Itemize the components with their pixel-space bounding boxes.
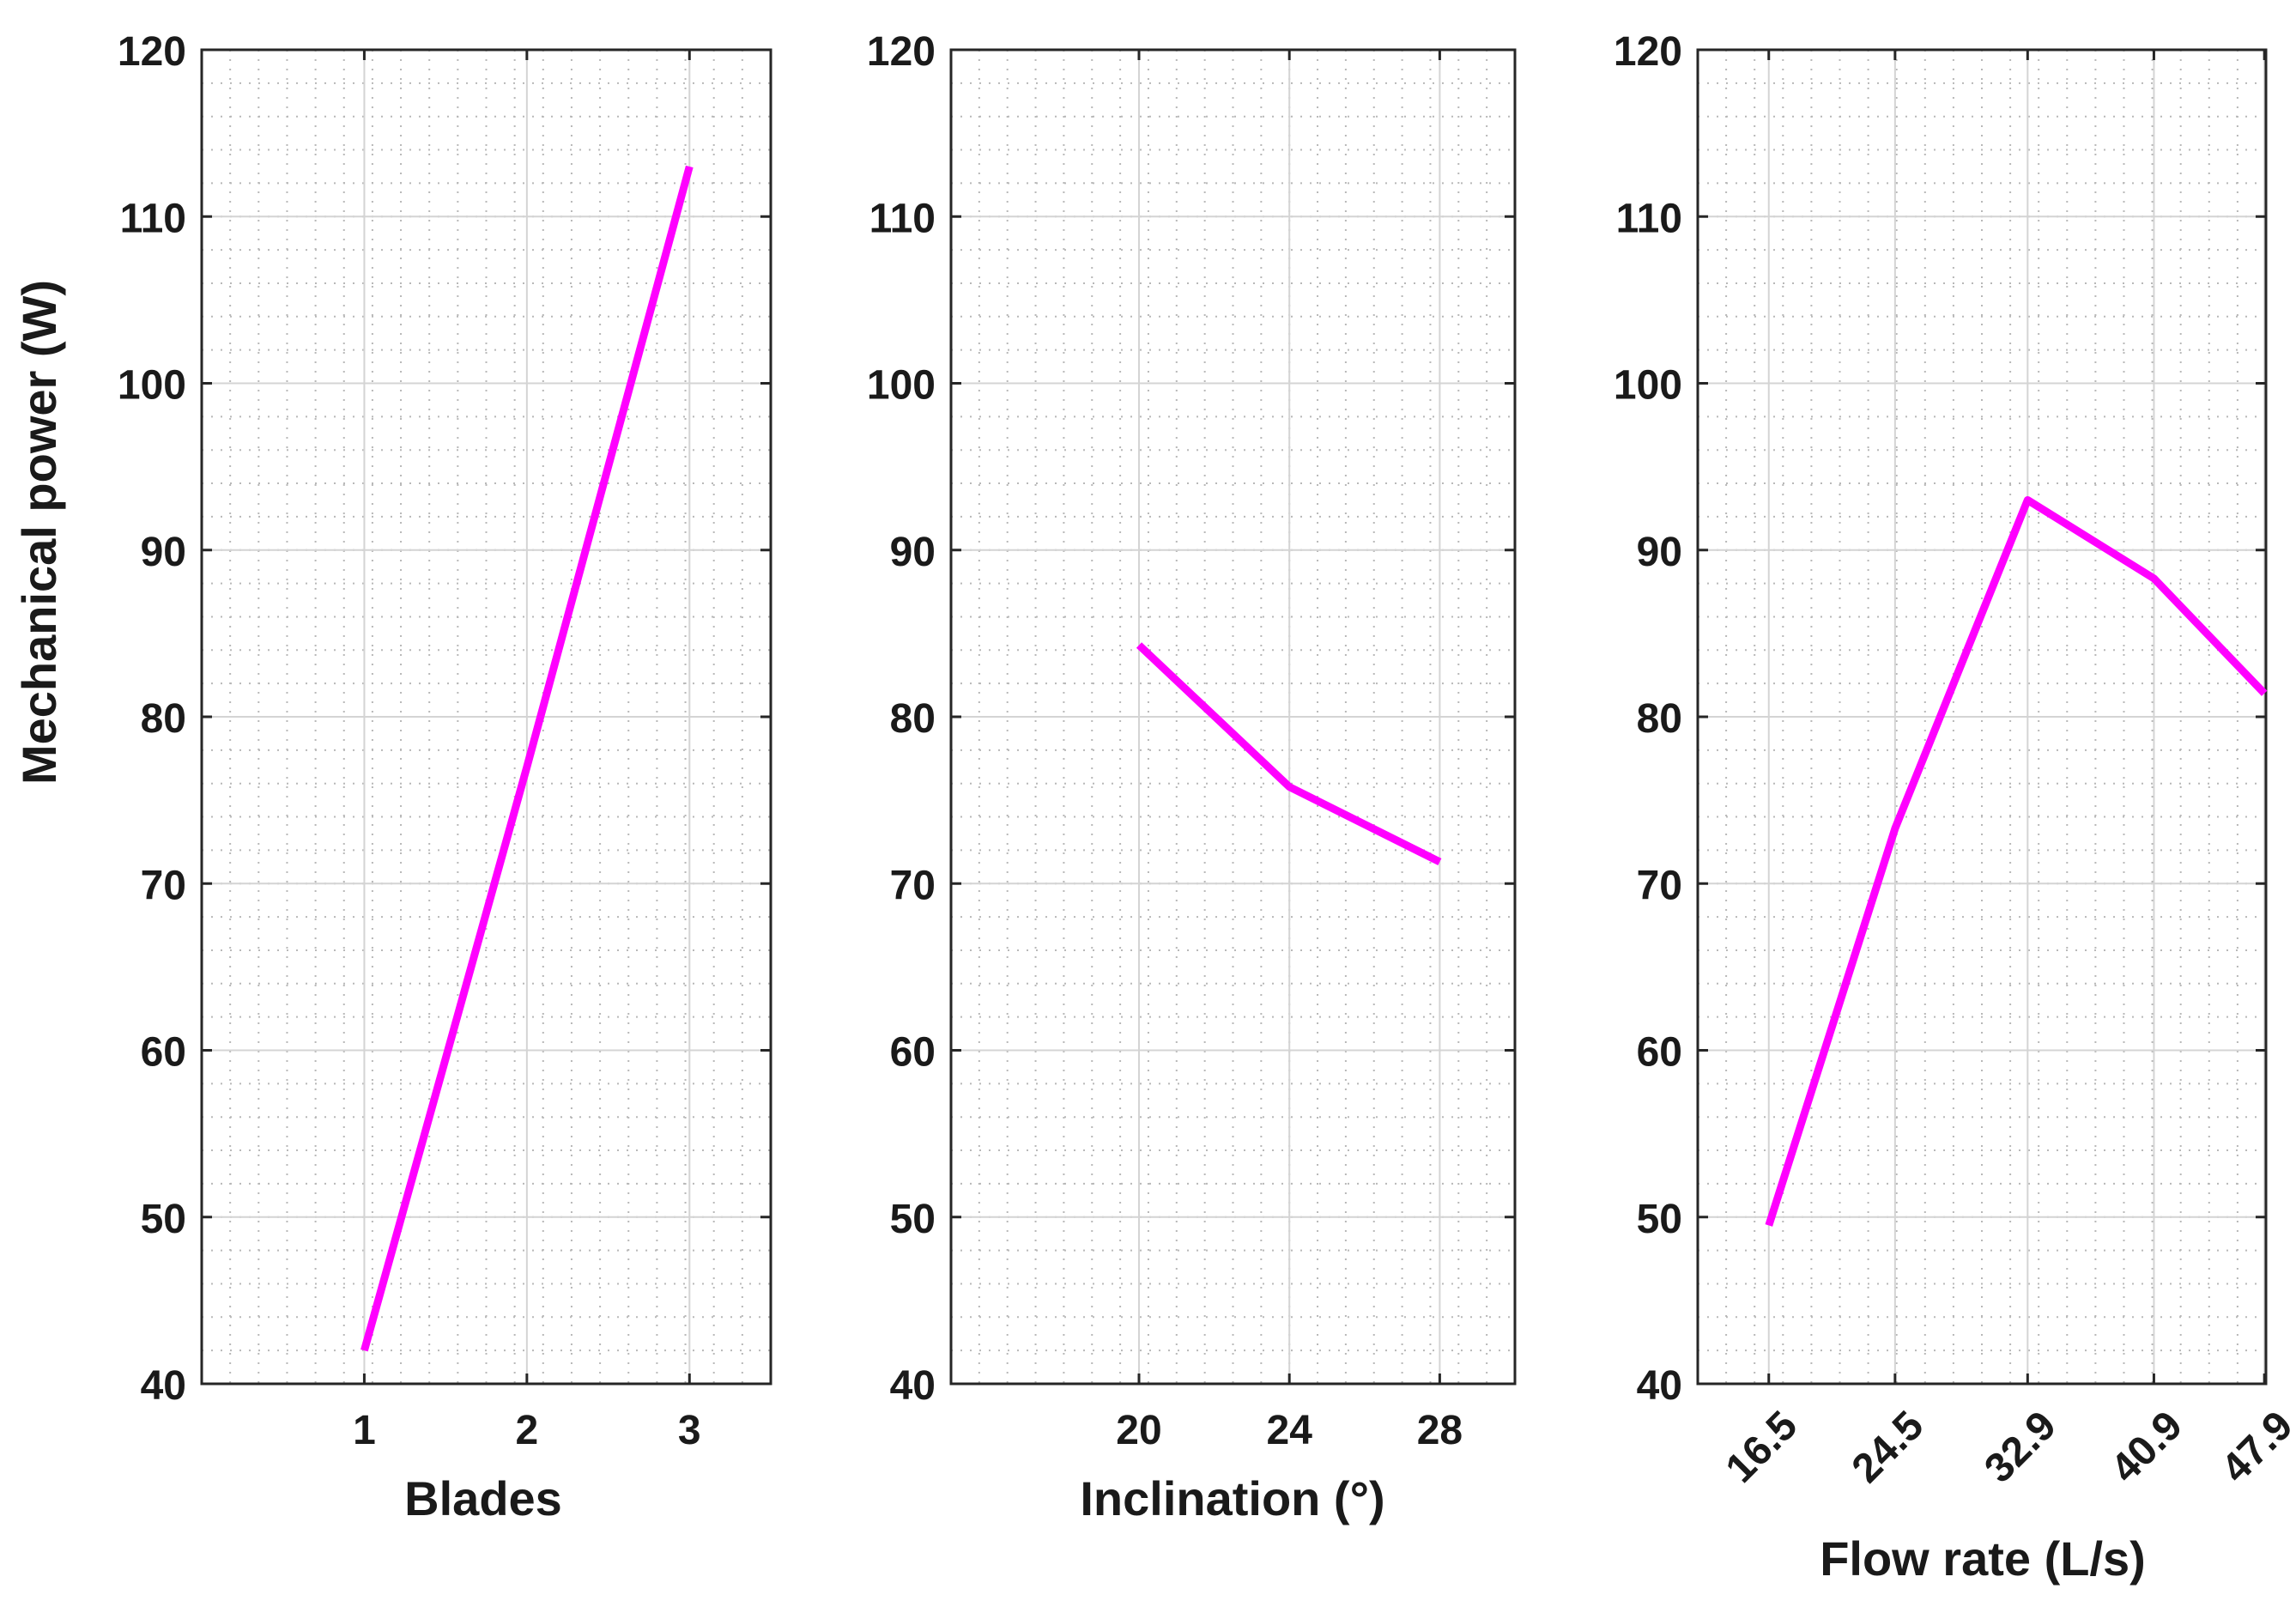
flow-rate-panel-y-tick-label: 40: [1637, 1363, 1682, 1409]
blades-panel-y-tick-label: 50: [141, 1197, 186, 1242]
inclination-panel-series-line: [1136, 642, 1442, 866]
blades-panel-x-tick-label: 2: [516, 1408, 539, 1453]
inclination-panel-y-tick-label: 120: [867, 29, 936, 75]
flow-rate-panel-y-tick-label: 70: [1637, 863, 1682, 908]
blades-panel-x-tick-label: 1: [353, 1408, 376, 1453]
inclination-panel-y-tick-label: 90: [890, 530, 936, 575]
inclination-panel-y-tick-label: 50: [890, 1197, 936, 1242]
flow-rate-panel-series-line: [1765, 496, 2268, 1227]
flow-rate-panel-y-tick-label: 120: [1614, 29, 1682, 75]
flow-rate-panel: Flow rate (L/s) 40506070809010011012016.…: [1614, 29, 2296, 1586]
inclination-panel-y-tick-label: 80: [890, 696, 936, 742]
blades-panel-y-tick-label: 80: [141, 696, 186, 742]
inclination-panel-x-tick-label: 24: [1267, 1408, 1313, 1453]
flow-rate-panel-y-tick-label: 80: [1637, 696, 1682, 742]
blades-panel-y-tick-label: 120: [118, 29, 186, 75]
inclination-panel: Inclination (°) 40 50 60 70 80 90 100 110 120 20 2…: [867, 29, 1517, 1525]
blades-panel: Mechanical power (W) Blades 40 50 60 70 80 90…: [12, 29, 772, 1525]
blades-panel-x-axis-label: Blades: [404, 1471, 562, 1525]
inclination-panel-y-tick-label: 110: [869, 196, 936, 241]
flow-rate-panel-x-axis-label: Flow rate (L/s): [1820, 1531, 2146, 1586]
inclination-panel-y-tick-label: 70: [890, 863, 936, 908]
inclination-panel-x-axis-label: Inclination (°): [1080, 1471, 1384, 1525]
inclination-panel-x-tick-label: 20: [1116, 1408, 1161, 1453]
blades-panel-x-tick-label: 3: [678, 1408, 701, 1453]
blades-panel-y-tick-label: 40: [141, 1363, 186, 1409]
inclination-panel-y-tick-label: 40: [890, 1363, 936, 1409]
blades-panel-grid: [202, 49, 771, 1385]
flow-rate-panel-y-tick-label: 90: [1637, 530, 1682, 575]
flow-rate-panel-y-tick-label: 50: [1637, 1197, 1682, 1242]
flow-rate-panel-y-tick-label: 100: [1614, 363, 1682, 409]
blades-panel-y-tick-label: 60: [141, 1030, 186, 1076]
flow-rate-panel-y-tick-label: 60: [1637, 1030, 1682, 1076]
blades-panel-y-tick-label: 100: [118, 363, 186, 409]
blades-panel-y-axis-label: Mechanical power (W): [12, 280, 66, 785]
inclination-panel-y-tick-label: 100: [867, 363, 936, 409]
inclination-panel-y-tick-label: 60: [890, 1030, 936, 1076]
inclination-panel-x-tick-label: 28: [1417, 1408, 1463, 1453]
blades-panel-y-tick-label: 70: [141, 863, 186, 908]
blades-panel-series-line: [360, 165, 694, 1352]
blades-panel-y-tick-label: 110: [120, 196, 186, 241]
flow-rate-panel-y-tick-label: 110: [1616, 196, 1682, 241]
blades-panel-y-tick-label: 90: [141, 530, 186, 575]
